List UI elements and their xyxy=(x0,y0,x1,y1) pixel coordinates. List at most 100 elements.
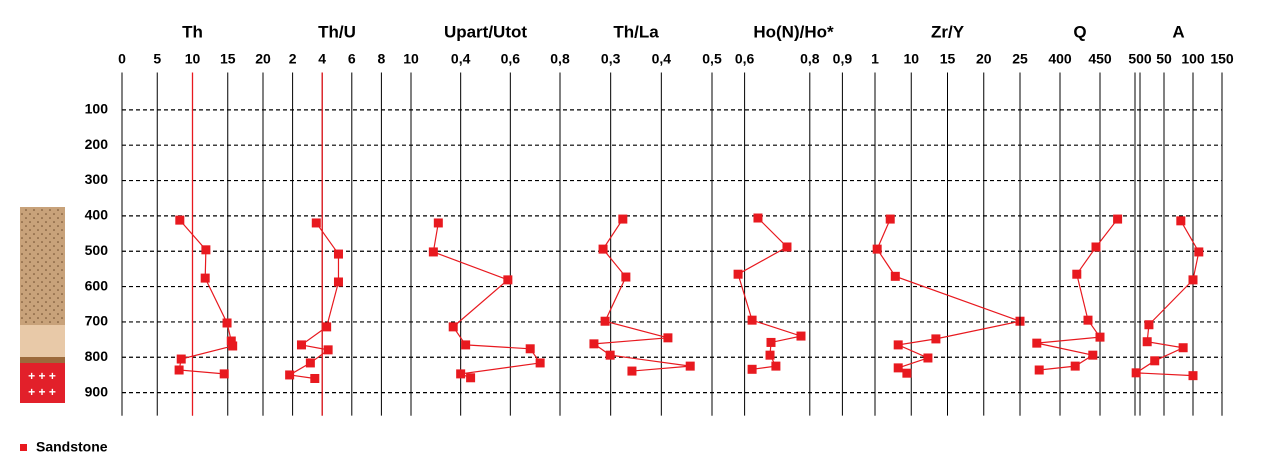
data-point xyxy=(618,214,628,224)
x-tick-label: 0 xyxy=(118,51,126,67)
x-tick-label: 400 xyxy=(1048,51,1072,67)
data-point xyxy=(310,373,320,383)
x-tick-label: 4 xyxy=(318,51,326,67)
data-point xyxy=(621,272,631,282)
data-point xyxy=(503,275,513,285)
x-tick-label: 10 xyxy=(903,51,919,67)
data-line xyxy=(287,222,340,380)
y-tick-label: 800 xyxy=(85,348,109,364)
sandstone-layer xyxy=(20,207,65,325)
data-point xyxy=(1188,275,1198,285)
panel-title: Th/U xyxy=(318,22,356,41)
panel-title: Ho(N)/Ho* xyxy=(753,22,834,41)
data-point xyxy=(1176,216,1186,226)
y-tick-label: 200 xyxy=(85,136,109,152)
data-point xyxy=(322,322,332,332)
data-point xyxy=(1034,365,1044,375)
data-point xyxy=(663,333,673,343)
panel-title: Q xyxy=(1073,22,1086,41)
data-point xyxy=(456,369,466,379)
legend-label: Sandstone xyxy=(36,439,108,455)
x-tick-label: 0,5 xyxy=(702,51,722,67)
data-point xyxy=(765,350,775,360)
x-tick-label: 50 xyxy=(1156,51,1172,67)
data-line xyxy=(1036,218,1119,371)
data-point xyxy=(1032,338,1042,348)
panel-title: A xyxy=(1172,22,1184,41)
data-point xyxy=(219,369,229,379)
x-tick-label: 0,4 xyxy=(451,51,471,67)
data-point xyxy=(333,249,343,259)
data-point xyxy=(782,242,792,252)
x-tick-label: 15 xyxy=(940,51,956,67)
x-tick-label: 8 xyxy=(378,51,386,67)
data-point xyxy=(333,277,343,287)
data-point xyxy=(931,334,941,344)
data-point xyxy=(753,213,763,223)
x-tick-label: 450 xyxy=(1088,51,1112,67)
x-tick-label: 100 xyxy=(1181,51,1205,67)
data-point xyxy=(1113,214,1123,224)
y-tick-label: 100 xyxy=(85,101,109,117)
x-tick-label: 0,6 xyxy=(735,51,755,67)
data-point xyxy=(923,353,933,363)
y-tick-label: 900 xyxy=(85,383,109,399)
data-point xyxy=(1150,356,1160,366)
data-point xyxy=(311,218,321,228)
x-tick-label: 150 xyxy=(1210,51,1234,67)
data-point xyxy=(1188,371,1198,381)
data-point xyxy=(796,331,806,341)
panel-title: Upart/Utot xyxy=(444,22,527,41)
data-point xyxy=(1142,337,1152,347)
data-point xyxy=(175,215,185,225)
data-point xyxy=(1088,350,1098,360)
data-point xyxy=(1178,343,1188,353)
panel-title: Th xyxy=(182,22,203,41)
y-tick-label: 400 xyxy=(85,207,109,223)
x-tick-label: 6 xyxy=(348,51,356,67)
data-point xyxy=(893,363,903,373)
lithology-column: + + + + + + xyxy=(20,207,65,403)
x-tick-label: 15 xyxy=(220,51,236,67)
x-tick-label: 0,3 xyxy=(601,51,621,67)
data-point xyxy=(296,340,306,350)
data-point xyxy=(226,336,236,346)
data-point xyxy=(890,271,900,281)
data-point xyxy=(466,373,476,383)
x-tick-label: 0,4 xyxy=(652,51,672,67)
data-point xyxy=(598,244,608,254)
x-tick-label: 10 xyxy=(185,51,201,67)
data-point xyxy=(872,244,882,254)
y-tick-label: 300 xyxy=(85,171,109,187)
data-point xyxy=(228,341,238,351)
data-point xyxy=(1131,368,1141,378)
data-line xyxy=(432,222,542,379)
light-layer xyxy=(20,325,65,357)
data-point xyxy=(733,269,743,279)
data-point xyxy=(201,245,211,255)
data-point xyxy=(461,340,471,350)
data-point xyxy=(174,365,184,375)
data-point xyxy=(1083,315,1093,325)
x-tick-label: 10 xyxy=(403,51,419,67)
data-point xyxy=(1144,320,1154,330)
data-point xyxy=(627,366,637,376)
data-line xyxy=(178,219,234,375)
data-point xyxy=(433,218,443,228)
x-tick-label: 2 xyxy=(289,51,297,67)
data-line xyxy=(592,218,691,372)
data-point xyxy=(771,361,781,371)
data-line xyxy=(1134,220,1200,377)
x-tick-label: 1 xyxy=(871,51,879,67)
data-point xyxy=(1072,269,1082,279)
data-point xyxy=(200,273,210,283)
data-point xyxy=(1091,242,1101,252)
panel-title: Zr/Y xyxy=(931,22,965,41)
data-point xyxy=(747,315,757,325)
basement-pattern: + + + xyxy=(28,385,56,399)
data-point xyxy=(525,344,535,354)
y-tick-label: 700 xyxy=(85,313,109,329)
x-tick-label: 5 xyxy=(153,51,161,67)
